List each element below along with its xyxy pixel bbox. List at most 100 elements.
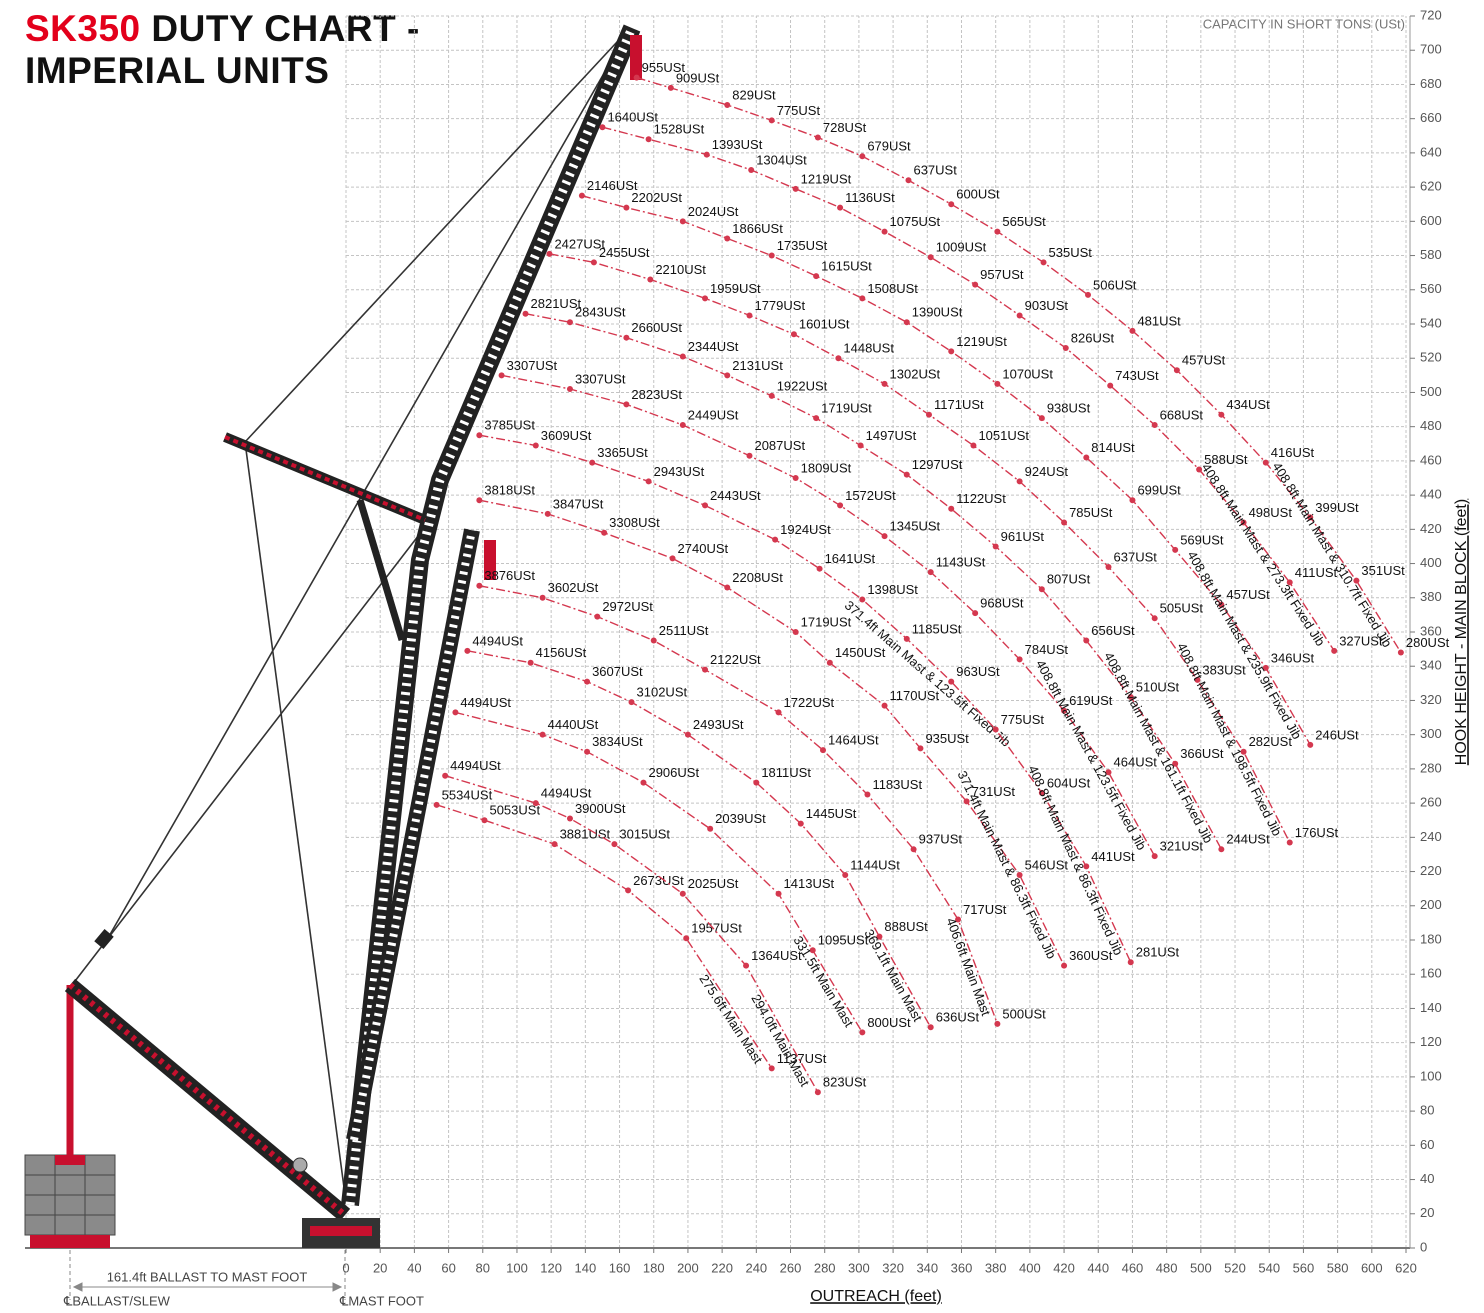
capacity-point (790, 331, 797, 338)
capacity-label: 1122USt (956, 491, 1006, 506)
pendant-lines (71, 27, 631, 1196)
capacity-point (544, 510, 551, 517)
title-brand: SK350 (25, 8, 141, 49)
capacity-point (566, 815, 573, 822)
capacity-point (1397, 649, 1404, 656)
capacity-point (994, 228, 1001, 235)
capacity-label: 1219USt (801, 171, 852, 186)
capacity-label: 1075USt (890, 214, 941, 229)
capacity-point (753, 779, 760, 786)
capacity-label: 327USt (1339, 633, 1383, 648)
capacity-label: 2673USt (633, 873, 684, 888)
capacity-label: 366USt (1180, 746, 1224, 761)
capacity-label: 600USt (956, 187, 1000, 202)
y-tick-label: 20 (1420, 1205, 1434, 1220)
capacity-label: 957USt (980, 267, 1024, 282)
capacity-curve (479, 499, 1065, 967)
capacity-label: 785USt (1069, 505, 1113, 520)
capacity-label: 3818USt (484, 483, 535, 498)
capacity-point (797, 820, 804, 827)
capacity-label: 1398USt (867, 582, 918, 597)
capacity-label: 935USt (925, 731, 969, 746)
capacity-label: 282USt (1249, 734, 1293, 749)
capacity-point (1307, 741, 1314, 748)
capacity-point (842, 871, 849, 878)
capacity-point (992, 543, 999, 550)
jib-strut-lattice (224, 435, 426, 522)
x-tick-label: 200 (677, 1260, 699, 1275)
y-tick-label: 140 (1420, 1000, 1442, 1015)
capacity-curve (602, 126, 1335, 652)
capacity-point (594, 613, 601, 620)
capacity-label: 775USt (1001, 712, 1045, 727)
capacity-point (994, 380, 1001, 387)
capacity-point (590, 259, 597, 266)
pendant (71, 517, 433, 986)
capacity-point (1331, 647, 1338, 654)
y-tick-label: 220 (1420, 863, 1442, 878)
capacity-label: 510USt (1136, 679, 1180, 694)
capacity-point (532, 442, 539, 449)
capacity-point (910, 846, 917, 853)
capacity-label: 2202USt (631, 190, 682, 205)
capacity-point (826, 659, 833, 666)
capacity-label: 1735USt (777, 238, 828, 253)
capacity-label: 1070USt (1002, 366, 1053, 381)
capacity-label: 535USt (1049, 245, 1093, 260)
capacity-label: 1615USt (821, 259, 872, 274)
y-tick-label: 620 (1420, 179, 1442, 194)
x-tick-label: 380 (985, 1260, 1007, 1275)
capacity-label: 619USt (1069, 693, 1113, 708)
capacity-label: 3307USt (575, 371, 626, 386)
capacity-label: 1304USt (756, 152, 807, 167)
pendant-link (94, 929, 114, 949)
capacity-point (859, 596, 866, 603)
capacity-point (905, 177, 912, 184)
capacity-point (768, 392, 775, 399)
capacity-point (859, 153, 866, 160)
capacity-label: 399USt (1315, 500, 1359, 515)
capacity-point (1083, 637, 1090, 644)
capacity-point (539, 731, 546, 738)
capacity-point (452, 709, 459, 716)
second-boom (346, 528, 480, 1142)
capacity-label: 3365USt (597, 445, 648, 460)
capacity-point (792, 185, 799, 192)
capacity-point (476, 497, 483, 504)
ballast-base (30, 1235, 110, 1248)
capacity-point (1240, 519, 1247, 526)
capacity-label: 2821USt (531, 296, 582, 311)
y-tick-label: 720 (1420, 7, 1442, 22)
capacity-label: 321USt (1160, 839, 1204, 854)
capacity-label: 2455USt (599, 245, 650, 260)
capacity-label: 500USt (1002, 1006, 1046, 1021)
capacity-point (1085, 291, 1091, 298)
series-label: 408.8ft Main Mast & 310.7ft Fixed Jib (1269, 459, 1395, 649)
x-tick-label: 420 (1053, 1260, 1075, 1275)
capacity-point (955, 916, 962, 923)
capacity-point (1040, 259, 1047, 266)
capacity-label: 2449USt (688, 407, 739, 422)
capacity-point (1172, 760, 1179, 767)
capacity-point (584, 748, 591, 755)
y-tick-label: 400 (1420, 555, 1442, 570)
capacity-label: 699USt (1137, 483, 1181, 498)
capacity-label: 814USt (1091, 440, 1135, 455)
capacity-label: 3102USt (637, 685, 688, 700)
capacity-label: 506USt (1093, 277, 1137, 292)
capacity-label: 3785USt (484, 418, 535, 433)
series-label: 294.0ft Main Mast (748, 992, 812, 1090)
x-tick-label: 500 (1190, 1260, 1212, 1275)
capacity-label: 2823USt (631, 387, 682, 402)
capacity-point (1038, 586, 1045, 593)
y-tick-label: 480 (1420, 418, 1442, 433)
ballast-tray (55, 1155, 85, 1165)
capacity-label: 800USt (867, 1015, 911, 1030)
capacity-point (623, 204, 630, 211)
ballast-blocks (25, 1155, 115, 1235)
capacity-point (792, 629, 799, 635)
capacity-label: 244USt (1226, 832, 1270, 847)
capacity-curve (636, 76, 1402, 653)
capacity-label: 909USt (676, 70, 720, 85)
capacity-point (601, 529, 608, 536)
